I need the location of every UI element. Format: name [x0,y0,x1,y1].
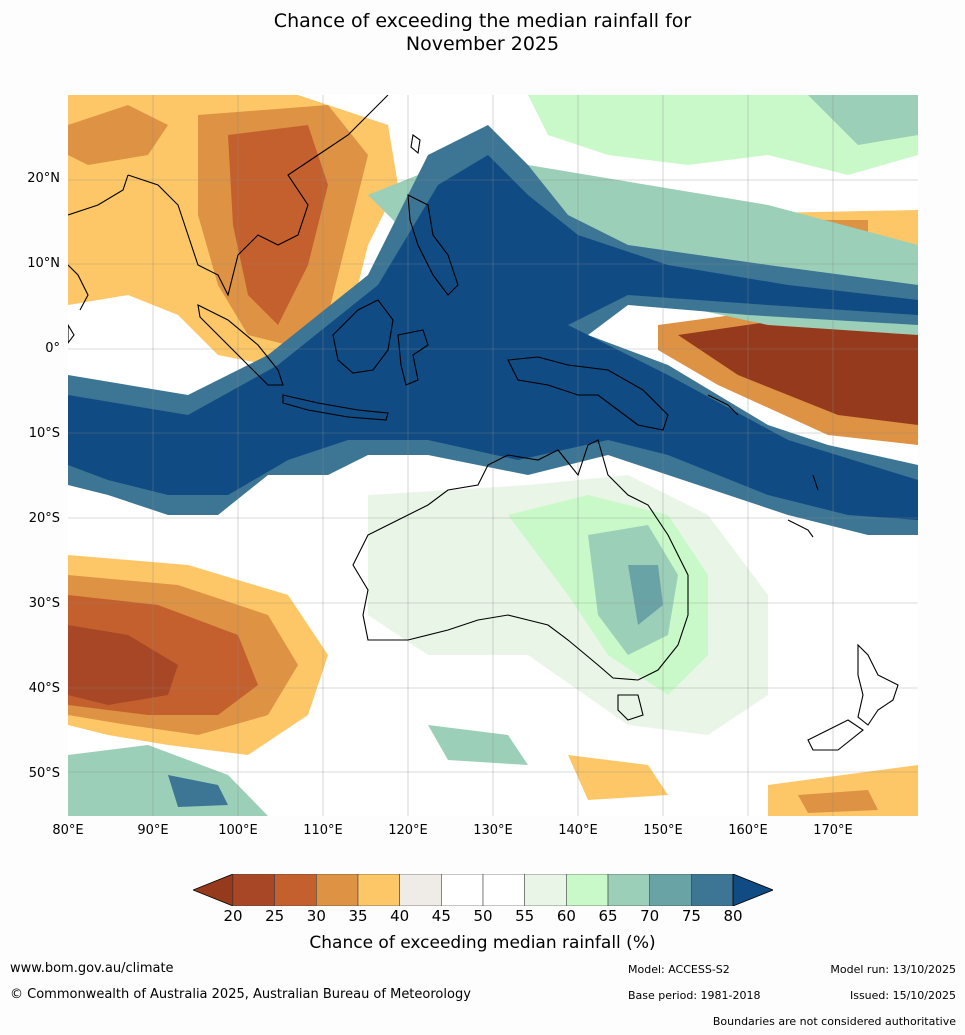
footer-model-run: Model run: 13/10/2025 [830,963,956,976]
colorbar-segment [441,873,484,907]
lon-label-140e: 140°E [558,823,598,838]
lon-label-110e: 110°E [303,823,343,838]
colorbar-tick-label: 75 [681,907,701,925]
colorbar-tick-label: 20 [223,907,243,925]
colorbar-segment [399,873,442,907]
lon-label-130e: 130°E [473,823,513,838]
colorbar-segment [649,873,692,907]
colorbar-tick-label: 70 [640,907,660,925]
lon-label-90e: 90°E [137,823,169,838]
footer-base-period: Base period: 1981-2018 [628,989,761,1002]
colorbar-title: Chance of exceeding median rainfall (%) [309,933,656,953]
colorbar-segment [566,873,609,907]
colorbar-tick-label: 60 [556,907,576,925]
colorbar-tick-label: 50 [473,907,493,925]
colorbar-segment [316,873,359,907]
lon-label-120e: 120°E [388,823,428,838]
colorbar-segment [607,873,650,907]
lon-label-150e: 150°E [643,823,683,838]
footer-copyright: © Commonwealth of Australia 2025, Austra… [10,987,471,1002]
lat-label-0: 0° [45,341,60,356]
footer-issued: Issued: 15/10/2025 [849,989,956,1002]
lon-label-170e: 170°E [813,823,853,838]
colorbar-high-extend [732,873,775,907]
rainfall-map [68,95,918,816]
colorbar-tick-label: 65 [598,907,618,925]
colorbar-tick-label: 30 [306,907,326,925]
footer-url: www.bom.gov.au/climate [10,961,174,976]
footer-disclaimer: Boundaries are not considered authoritat… [712,1015,956,1028]
colorbar-low-extend [191,873,234,907]
lat-label-40s: 40°S [28,681,60,696]
lat-label-20s: 20°S [28,511,60,526]
colorbar-segment [232,873,275,907]
lat-label-20n: 20°N [27,171,60,186]
map-title: Chance of exceeding the median rainfall … [0,10,965,56]
colorbar [191,873,775,907]
colorbar-segment [691,873,734,907]
colorbar-tick-label: 45 [431,907,451,925]
colorbar-segment [274,873,317,907]
colorbar-segment [482,873,525,907]
lat-label-10n: 10°N [27,256,60,271]
title-line-1: Chance of exceeding the median rainfall … [273,10,692,32]
colorbar-tick-label: 25 [265,907,285,925]
colorbar-svg [191,873,775,907]
colorbar-segment [357,873,400,907]
lat-label-10s: 10°S [28,426,60,441]
colorbar-segment [524,873,567,907]
footer-model: Model: ACCESS-S2 [628,963,730,976]
colorbar-tick-label: 40 [390,907,410,925]
lon-label-160e: 160°E [728,823,768,838]
colorbar-tick-label: 80 [723,907,743,925]
lat-label-30s: 30°S [28,596,60,611]
colorbar-tick-label: 55 [515,907,535,925]
lat-label-50s: 50°S [28,766,60,781]
lon-label-100e: 100°E [218,823,258,838]
colorbar-tick-label: 35 [348,907,368,925]
lon-label-80e: 80°E [52,823,84,838]
map-canvas [68,95,918,816]
title-line-2: November 2025 [405,33,560,55]
